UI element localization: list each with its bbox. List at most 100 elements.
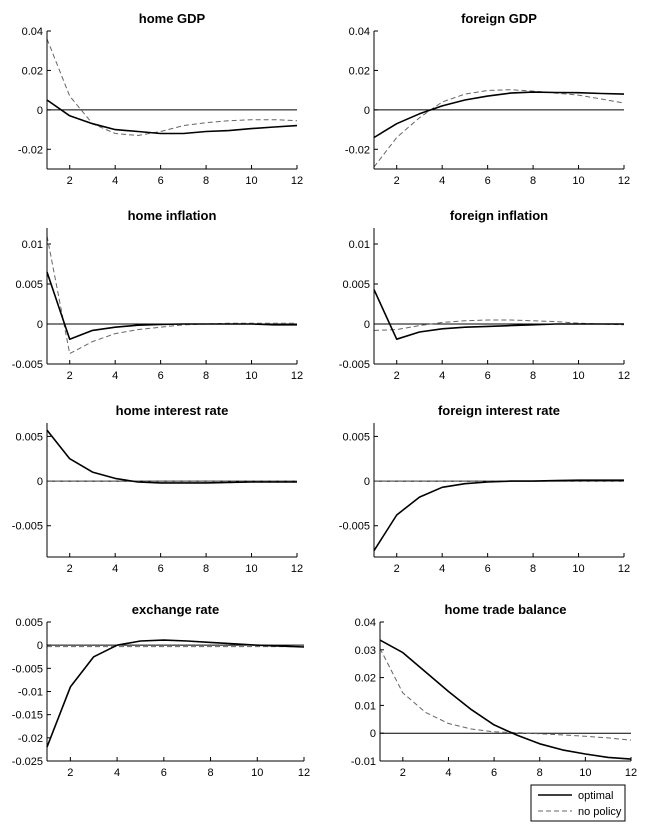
panel-foreign-inflation: foreign inflation 0.01 0.005 0 -0.005 2 4 6 8 10 1… <box>339 208 630 382</box>
x-tick-label: 2 <box>67 370 73 382</box>
panel-title: foreign interest rate <box>438 403 560 418</box>
x-tick-label: 8 <box>207 767 213 779</box>
x-tick-label: 10 <box>572 175 584 187</box>
y-tick-label: 0.005 <box>15 431 43 443</box>
plot-area <box>374 31 624 169</box>
x-tick-label: 8 <box>203 175 209 187</box>
y-tick-label: -0.02 <box>345 144 370 156</box>
x-tick-label: 6 <box>491 767 497 779</box>
y-tick-label: 0 <box>364 105 370 117</box>
plot-area <box>374 423 624 557</box>
x-tick-label: 10 <box>579 767 591 779</box>
x-tick-label: 6 <box>158 563 164 575</box>
x-tick-label: 12 <box>618 563 630 575</box>
x-tick-label: 8 <box>530 175 536 187</box>
series-line-optimal <box>373 479 624 552</box>
series-line-no-policy <box>373 89 625 168</box>
x-tick-label: 2 <box>67 175 73 187</box>
series-line-optimal <box>46 99 298 135</box>
x-tick-label: 4 <box>112 370 118 382</box>
x-tick-label: 10 <box>572 370 584 382</box>
panel-title: foreign GDP <box>461 11 537 26</box>
x-tick-label: 6 <box>158 370 164 382</box>
y-tick-label: -0.005 <box>12 521 43 533</box>
x-tick-label: 6 <box>158 175 164 187</box>
x-tick-label: 8 <box>537 767 543 779</box>
x-tick-label: 6 <box>161 767 167 779</box>
x-tick-label: 2 <box>400 767 406 779</box>
series-line-optimal <box>46 639 305 748</box>
x-tick-label: 4 <box>439 370 445 382</box>
y-tick-label: 0 <box>37 640 43 652</box>
panel-home-trade-balance: home trade balance 0.04 0.03 0.02 0.01 0 -0.01… <box>351 602 637 779</box>
x-tick-label: 4 <box>439 175 445 187</box>
plot-area <box>47 228 297 364</box>
series-line-no-policy <box>46 235 297 355</box>
y-tick-label: -0.01 <box>351 756 376 768</box>
y-tick-label: 0.04 <box>349 26 370 38</box>
series-line-optimal <box>46 271 297 341</box>
series-line-optimal <box>373 289 624 341</box>
y-tick-label: 0 <box>364 476 370 488</box>
panel-home-interest-rate: home interest rate 0.005 0 -0.005 2 4 6 8 10 12 <box>12 403 303 575</box>
panel-title: home trade balance <box>444 602 566 617</box>
y-tick-label: 0.01 <box>349 239 370 251</box>
x-tick-label: 2 <box>67 767 73 779</box>
panel-title: home interest rate <box>116 403 229 418</box>
y-tick-label: 0.005 <box>342 431 370 443</box>
x-tick-label: 12 <box>291 370 303 382</box>
plot-area <box>47 423 297 557</box>
x-tick-label: 2 <box>394 370 400 382</box>
plot-area <box>374 228 624 364</box>
y-tick-label: 0.02 <box>355 673 376 685</box>
x-tick-label: 6 <box>485 563 491 575</box>
plot-area <box>380 622 631 761</box>
x-tick-label: 4 <box>112 563 118 575</box>
x-tick-label: 2 <box>67 563 73 575</box>
panel-title: home GDP <box>139 11 206 26</box>
y-tick-label: -0.02 <box>18 144 43 156</box>
y-tick-label: 0.01 <box>22 239 43 251</box>
x-tick-label: 4 <box>439 563 445 575</box>
y-tick-label: 0.04 <box>355 617 376 629</box>
panel-foreign-interest-rate: foreign interest rate 0.005 0 -0.005 2 4 6 8 10 1… <box>339 403 630 575</box>
y-tick-label: -0.02 <box>18 733 43 745</box>
x-tick-label: 12 <box>298 767 310 779</box>
y-tick-label: 0.02 <box>349 65 370 77</box>
x-tick-label: 2 <box>394 563 400 575</box>
y-tick-label: -0.025 <box>12 756 43 768</box>
plot-area <box>47 31 297 169</box>
x-tick-label: 12 <box>291 175 303 187</box>
y-tick-label: 0.02 <box>22 65 43 77</box>
x-tick-label: 12 <box>291 563 303 575</box>
y-tick-label: -0.015 <box>12 710 43 722</box>
plot-area <box>47 622 304 761</box>
x-tick-label: 4 <box>445 767 451 779</box>
x-tick-label: 6 <box>485 175 491 187</box>
panel-title: foreign inflation <box>450 208 548 223</box>
x-tick-label: 4 <box>112 175 118 187</box>
panel-foreign-gdp: foreign GDP 0.04 0.02 0 -0.02 2 4 6 8 10 12 <box>345 11 630 187</box>
series-line-optimal <box>379 639 632 760</box>
x-tick-label: 10 <box>572 563 584 575</box>
x-tick-label: 8 <box>530 370 536 382</box>
y-tick-label: -0.005 <box>339 521 370 533</box>
panel-title: exchange rate <box>132 602 219 617</box>
x-tick-label: 2 <box>394 175 400 187</box>
series-line-optimal <box>46 429 297 484</box>
series-line-no-policy <box>379 648 632 741</box>
panel-exchange-rate: exchange rate 0.005 0 -0.005 -0.01 -0.015 -0.0… <box>12 602 310 779</box>
y-tick-label: 0.01 <box>355 700 376 712</box>
y-tick-label: 0 <box>37 319 43 331</box>
x-tick-label: 6 <box>485 370 491 382</box>
series-line-no-policy <box>46 38 298 136</box>
x-tick-label: 10 <box>245 175 257 187</box>
y-tick-label: 0.005 <box>342 279 370 291</box>
y-tick-label: 0.005 <box>15 279 43 291</box>
y-tick-label: 0 <box>364 319 370 331</box>
panel-home-gdp: home GDP 0.04 0.02 0 -0.02 2 4 6 8 10 12 <box>18 11 303 187</box>
x-tick-label: 10 <box>245 370 257 382</box>
x-tick-label: 12 <box>618 175 630 187</box>
